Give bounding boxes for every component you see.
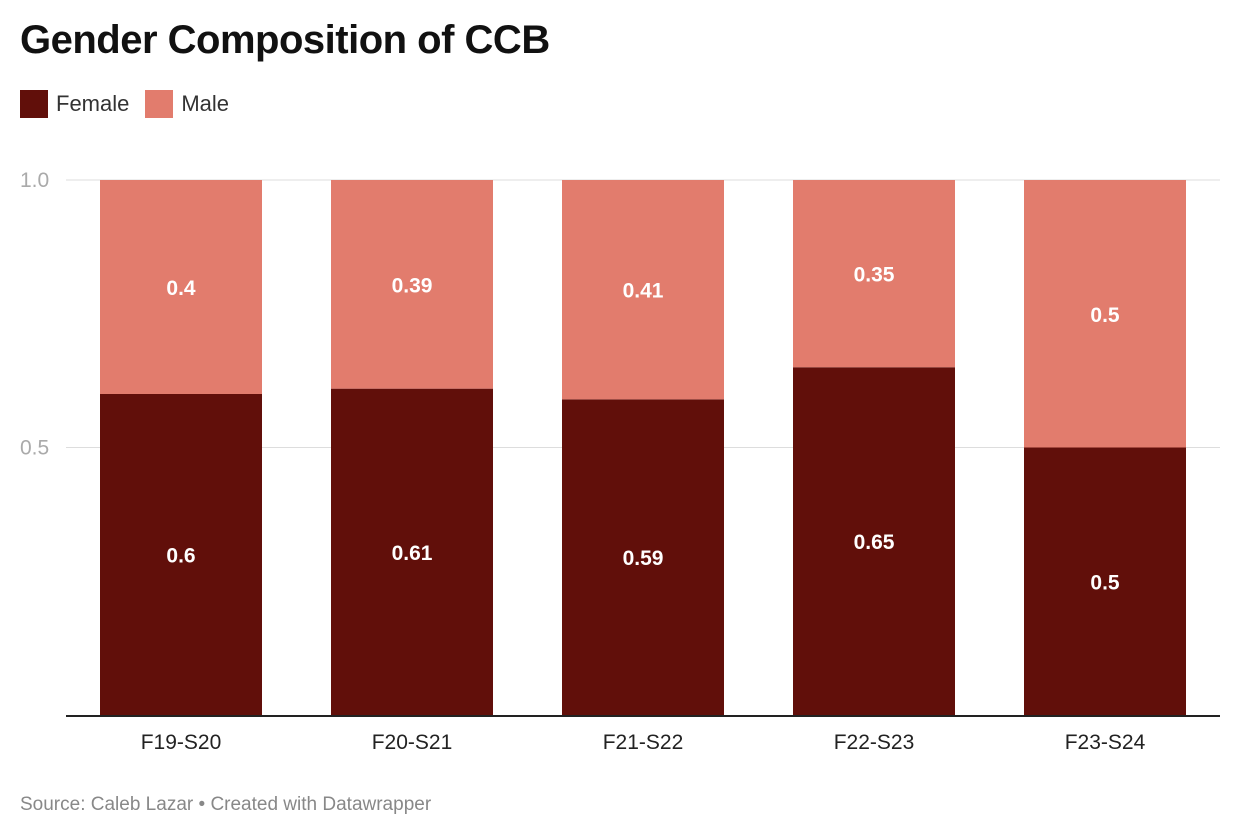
bar-value-label: 0.4 <box>166 277 196 300</box>
source-text: Source: Caleb Lazar <box>20 794 194 815</box>
bar-male <box>562 180 724 400</box>
footer-separator: • <box>193 794 211 815</box>
chart-title: Gender Composition of CCB <box>20 18 550 62</box>
legend-item-female: Female <box>20 90 129 118</box>
bar-female <box>100 394 262 715</box>
y-tick-label: 0.5 <box>20 437 49 460</box>
bar-value-label: 0.59 <box>623 547 664 570</box>
x-tick-label: F21-S22 <box>603 731 684 754</box>
bar-male <box>793 180 955 368</box>
bar-female <box>331 388 493 715</box>
x-tick-label: F23-S24 <box>1065 731 1146 754</box>
legend-swatch-female <box>20 90 48 118</box>
bar-male <box>331 180 493 389</box>
legend-item-male: Male <box>145 90 229 118</box>
bar-value-label: 0.5 <box>1090 571 1120 594</box>
stacked-bar-chart: 0.5 1.0 0.6 0.4 F19-S20 0.61 0.39 F20-S21 0.59 0.… <box>20 169 1220 754</box>
bar-value-label: 0.6 <box>166 545 195 568</box>
bar-female <box>562 399 724 715</box>
source-footer: Source: Caleb Lazar • Created with Dataw… <box>20 794 431 816</box>
legend: Female Male <box>20 90 245 118</box>
legend-swatch-male <box>145 90 174 118</box>
bar-value-label: 0.65 <box>854 531 895 554</box>
x-tick-label: F20-S21 <box>372 731 453 754</box>
bar-male <box>100 180 262 394</box>
bar-female <box>1024 447 1186 715</box>
bar-value-label: 0.5 <box>1090 304 1120 327</box>
x-tick-label: F19-S20 <box>141 731 222 754</box>
bar-female <box>793 367 955 715</box>
x-tick-label: F22-S23 <box>834 731 915 754</box>
bar-value-label: 0.41 <box>623 280 664 303</box>
bar-value-label: 0.35 <box>854 264 895 287</box>
legend-label-female: Female <box>56 91 130 116</box>
y-tick-label: 1.0 <box>20 169 49 192</box>
bar-value-label: 0.61 <box>392 542 433 565</box>
credit-text: Created with Datawrapper <box>210 794 432 815</box>
legend-label-male: Male <box>181 91 230 116</box>
bar-male <box>1024 180 1186 448</box>
bar-value-label: 0.39 <box>392 274 433 297</box>
